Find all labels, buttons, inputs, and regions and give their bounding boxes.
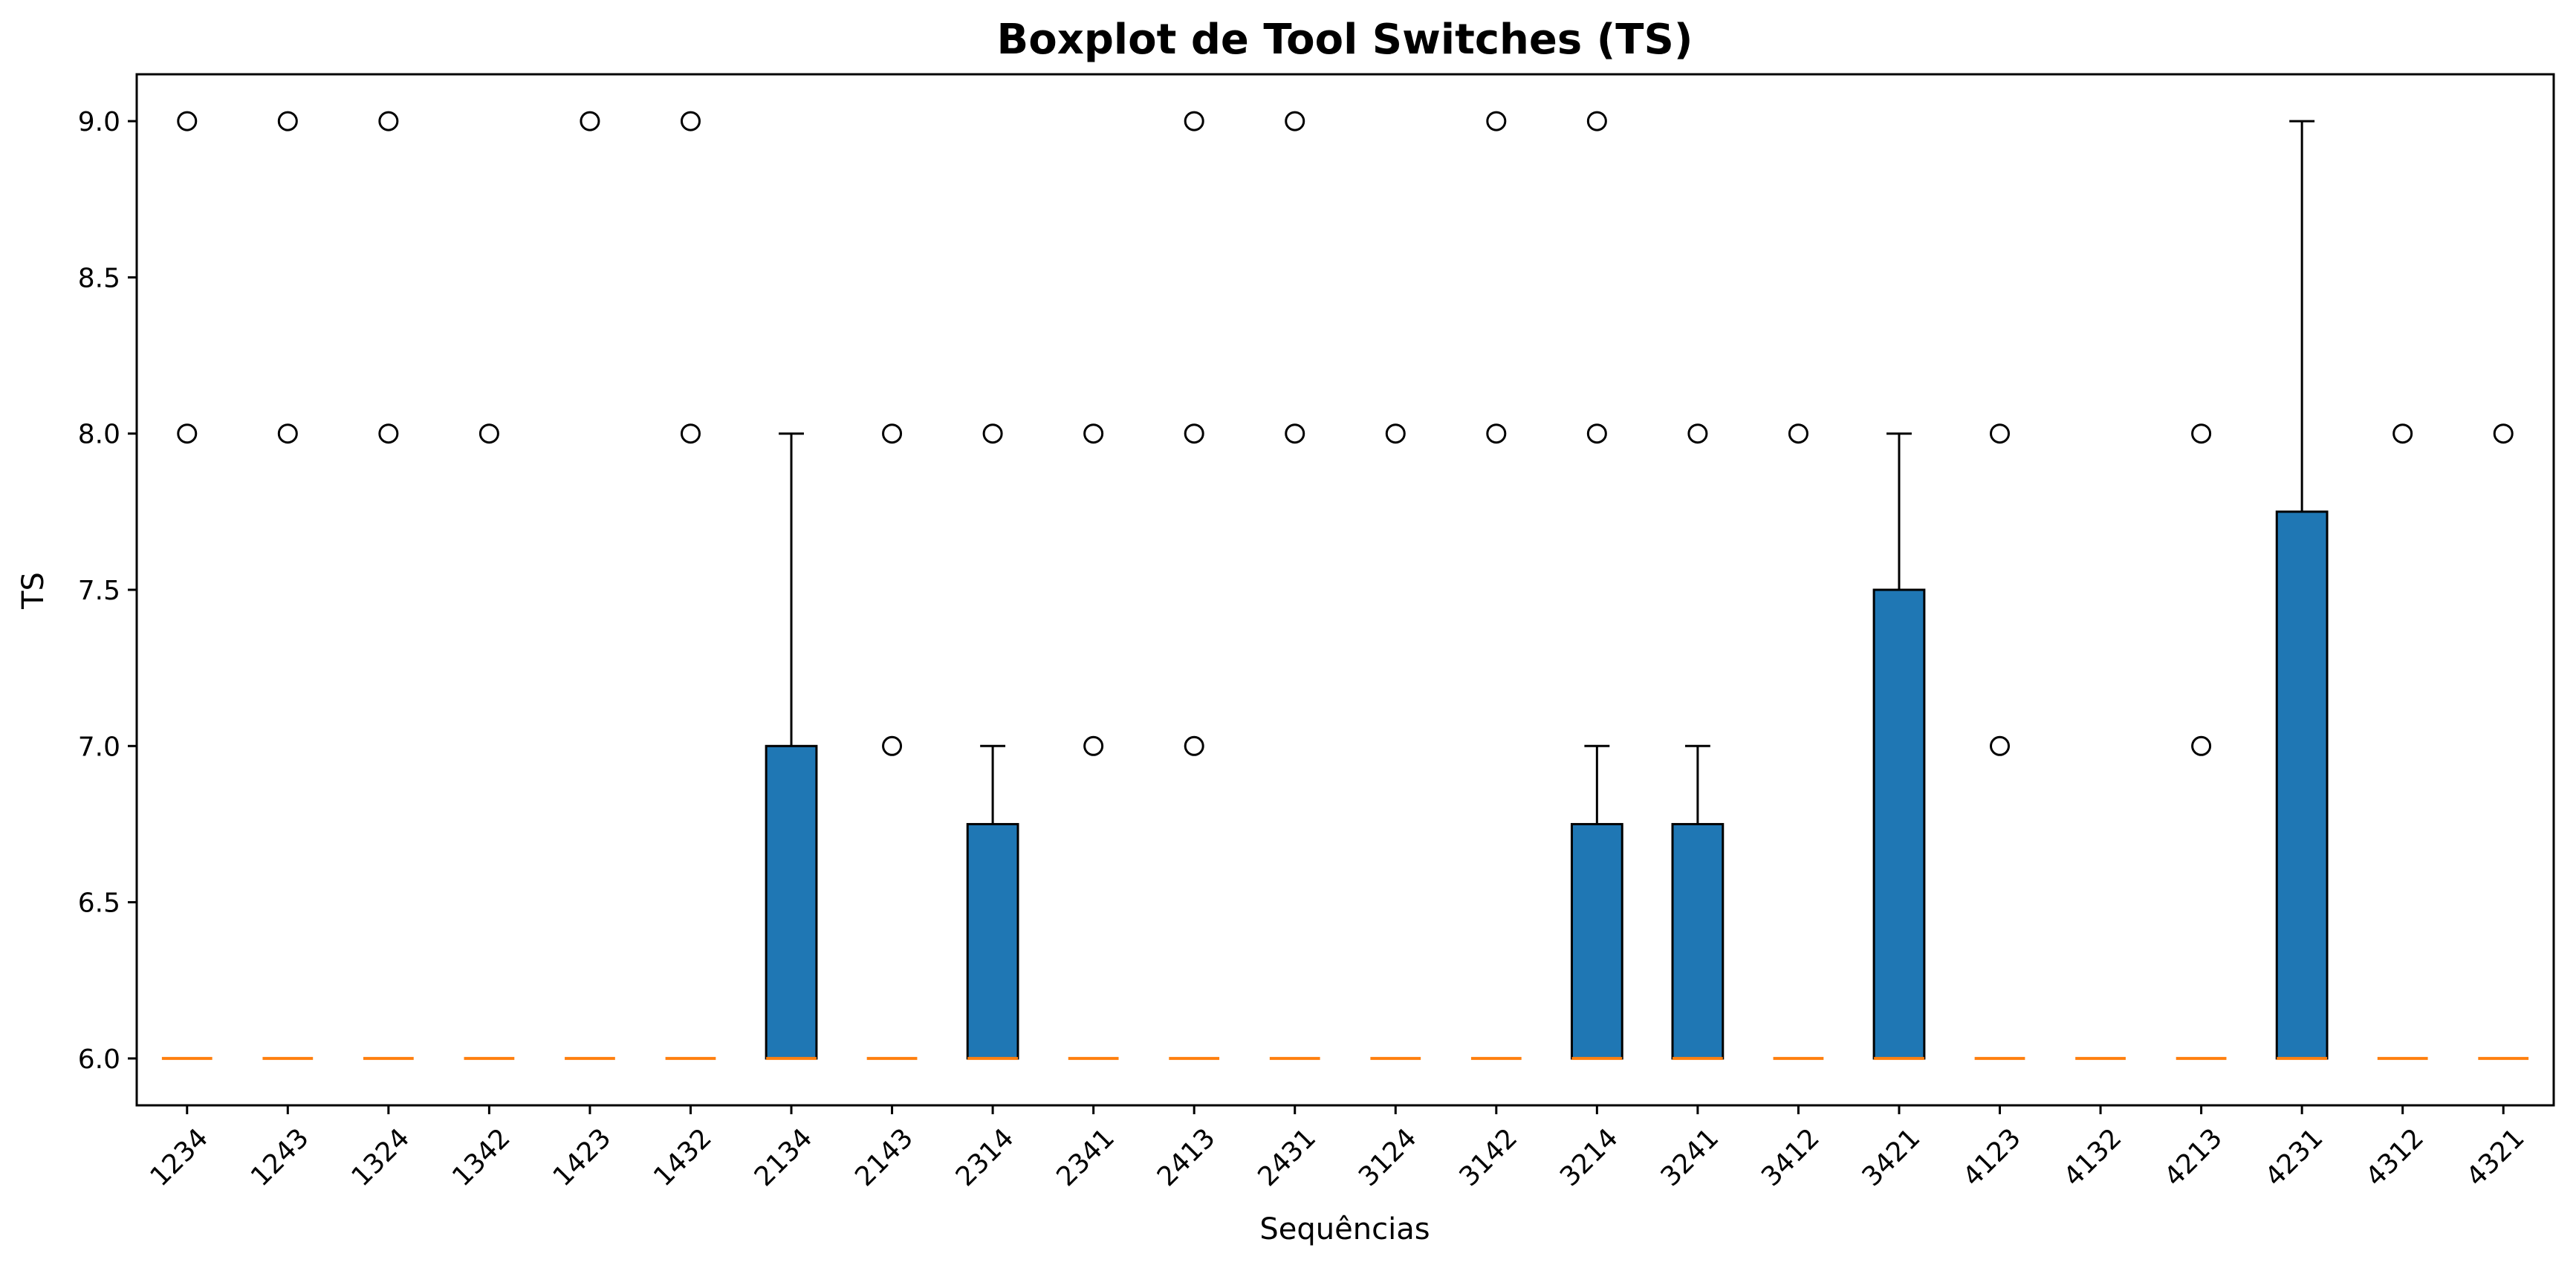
y-tick-label: 8.0: [78, 420, 120, 450]
outlier-point: [982, 423, 1003, 444]
box-group-3124: [1370, 423, 1421, 1060]
outlier-point: [680, 111, 701, 131]
outlier-point: [277, 111, 298, 131]
outlier-point: [1184, 735, 1204, 756]
outlier-point: [277, 423, 298, 444]
box-group-2143: [866, 423, 918, 1060]
outlier-point: [1083, 735, 1104, 756]
outlier-point: [580, 111, 600, 131]
y-tick-label: 7.0: [78, 732, 120, 762]
y-tick-label: 6.5: [78, 888, 120, 919]
box-group-4123: [1974, 423, 2025, 1060]
outlier-point: [1486, 423, 1507, 444]
plot-area: [135, 73, 2555, 1107]
outlier-point: [1586, 423, 1607, 444]
outlier-point: [680, 423, 701, 444]
outlier-point: [2392, 423, 2413, 444]
box-group-3241: [1671, 423, 1725, 1060]
y-tick-label: 9.0: [78, 107, 120, 137]
box-group-1432: [665, 111, 716, 1060]
y-tick-label: 6.0: [78, 1044, 120, 1075]
outlier-point: [478, 423, 499, 444]
outlier-point: [2493, 423, 2514, 444]
box-group-2431: [1269, 111, 1320, 1060]
chart-title: Boxplot de Tool Switches (TS): [997, 16, 1693, 64]
outlier-point: [1385, 423, 1406, 444]
box: [765, 744, 818, 1060]
outlier-point: [1990, 423, 2011, 444]
box-group-1423: [565, 111, 615, 1060]
box: [1872, 588, 1926, 1060]
box-group-1324: [363, 111, 414, 1060]
outlier-point: [177, 423, 198, 444]
box-group-4321: [2478, 423, 2529, 1060]
box: [966, 822, 1019, 1060]
box-group-3142: [1470, 111, 1522, 1060]
box-group-2314: [966, 423, 1019, 1060]
outlier-point: [378, 111, 399, 131]
outlier-point: [1184, 111, 1204, 131]
outlier-point: [1285, 111, 1305, 131]
box-group-4312: [2377, 423, 2428, 1060]
outlier-point: [1083, 423, 1104, 444]
box-group-3214: [1570, 111, 1623, 1060]
outlier-point: [177, 111, 198, 131]
box-group-4213: [2176, 423, 2227, 1060]
outlier-point: [1184, 423, 1204, 444]
outlier-point: [882, 423, 903, 444]
box-group-3421: [1872, 432, 1926, 1060]
box-group-1234: [161, 111, 212, 1060]
box-group-1243: [262, 111, 314, 1060]
outlier-point: [2191, 735, 2212, 756]
outlier-point: [1586, 111, 1607, 131]
y-tick-label: 8.5: [78, 263, 120, 293]
y-tick-label: 7.5: [78, 576, 120, 606]
x-axis-label: Sequências: [1259, 1212, 1430, 1246]
box: [1671, 822, 1725, 1060]
y-axis: 6.0 6.5 7.0 7.5 8.0 8.5 9.0: [78, 107, 137, 1075]
box: [2275, 510, 2329, 1060]
box-group-4231: [2275, 120, 2329, 1060]
box-group-3412: [1773, 423, 1824, 1060]
outlier-point: [1687, 423, 1708, 444]
box-group-2413: [1169, 111, 1220, 1060]
outlier-point: [1285, 423, 1305, 444]
outlier-point: [882, 735, 903, 756]
box-group-2134: [765, 432, 818, 1060]
y-axis-label: TS: [16, 572, 51, 610]
outlier-point: [1788, 423, 1808, 444]
outlier-point: [378, 423, 399, 444]
outlier-point: [1990, 735, 2011, 756]
outlier-point: [2191, 423, 2212, 444]
box-group-1342: [464, 423, 515, 1060]
outlier-point: [1486, 111, 1507, 131]
box-group-2341: [1068, 423, 1119, 1060]
box: [1570, 822, 1623, 1060]
